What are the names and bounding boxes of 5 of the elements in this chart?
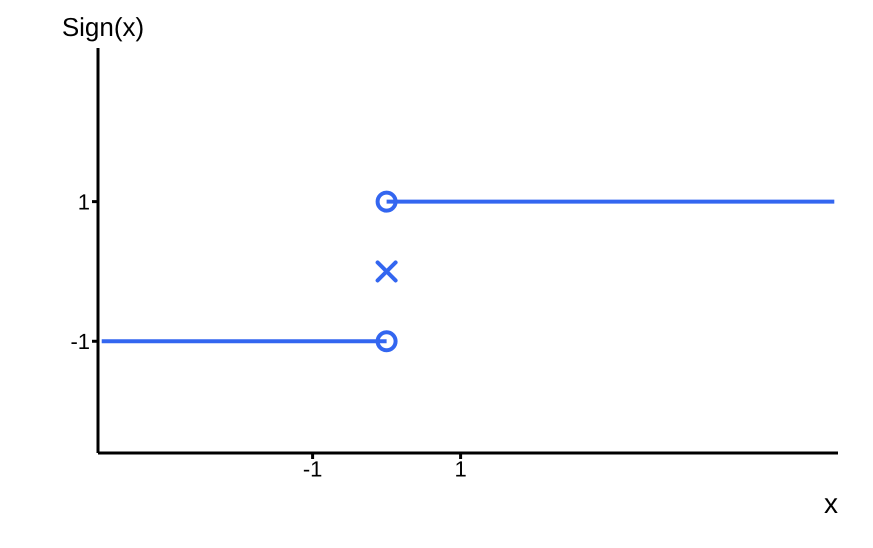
point — [376, 190, 398, 213]
y-axis-title: Sign(x) — [62, 12, 144, 42]
x-axis-title: x — [824, 488, 838, 519]
point — [376, 260, 398, 282]
point — [376, 330, 398, 352]
